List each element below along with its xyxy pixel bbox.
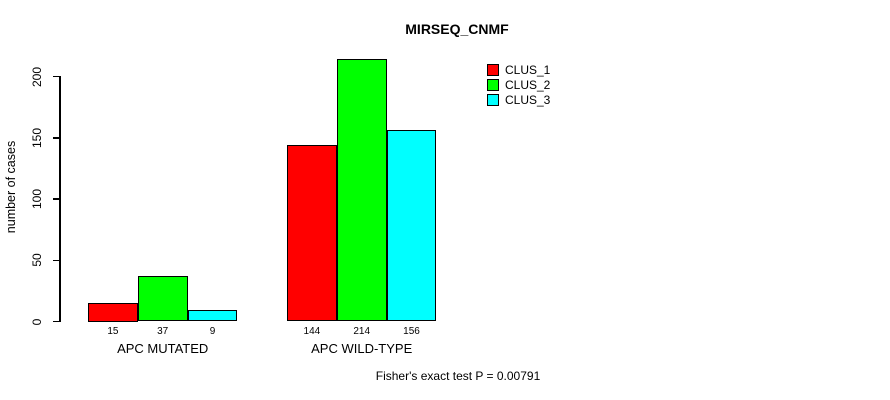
legend-swatch-icon — [487, 64, 499, 76]
legend-item-clus_1: CLUS_1 — [487, 63, 550, 77]
y-tick-mark — [53, 259, 60, 261]
bar-value-label: 15 — [107, 326, 119, 337]
y-tick-label: 100 — [30, 188, 44, 210]
legend-swatch-icon — [487, 79, 499, 91]
bar-clus_3-1 — [187, 310, 238, 322]
bar-clus_3-2 — [386, 130, 437, 322]
category-label: APC WILD-TYPE — [311, 341, 413, 356]
y-tick-mark — [53, 320, 60, 323]
statistical-annotation: Fisher's exact test P = 0.00791 — [375, 369, 541, 383]
y-axis-title: number of cases — [4, 140, 18, 234]
y-tick-mark — [53, 137, 60, 139]
chart-title: MIRSEQ_CNMF — [405, 21, 509, 37]
bar-clus_2-1 — [137, 276, 188, 322]
y-tick-label: 0 — [30, 318, 44, 325]
y-tick-mark — [53, 198, 60, 200]
bar-value-label: 144 — [303, 326, 321, 337]
legend-label: CLUS_3 — [505, 93, 551, 107]
legend-swatch-icon — [487, 94, 499, 106]
bar-value-label: 214 — [353, 326, 371, 337]
category-label: APC MUTATED — [117, 341, 209, 356]
y-tick-label: 150 — [30, 127, 44, 148]
y-tick-label: 200 — [30, 66, 44, 87]
bar-value-label: 37 — [157, 326, 169, 337]
bar-clus_1-1 — [88, 303, 138, 322]
legend: CLUS_1 CLUS_2 CLUS_3 — [487, 63, 550, 108]
bar-value-label: 156 — [403, 326, 420, 337]
bar-value-label: 9 — [209, 326, 216, 337]
bar-clus_2-2 — [336, 59, 387, 322]
y-tick-label: 50 — [30, 253, 44, 267]
legend-item-clus_2: CLUS_2 — [487, 78, 550, 92]
legend-label: CLUS_2 — [505, 78, 551, 92]
legend-label: CLUS_1 — [505, 63, 551, 77]
legend-item-clus_3: CLUS_3 — [487, 93, 550, 107]
bar-clus_1-2 — [287, 145, 337, 322]
y-tick-mark — [53, 75, 60, 78]
